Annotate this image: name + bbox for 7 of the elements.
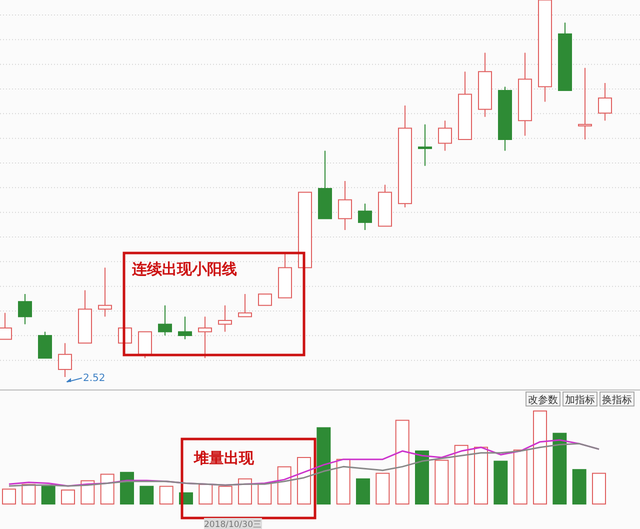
text: 2018/10/30三: [204, 520, 262, 529]
annotation: 2.52: [83, 373, 106, 384]
annotation: 堆量出现: [193, 449, 255, 467]
button: 改参数: [526, 392, 560, 406]
button: 换指标: [600, 392, 634, 406]
annotation: 连续出现小阳线: [131, 260, 237, 278]
button: 加指标: [562, 392, 598, 406]
